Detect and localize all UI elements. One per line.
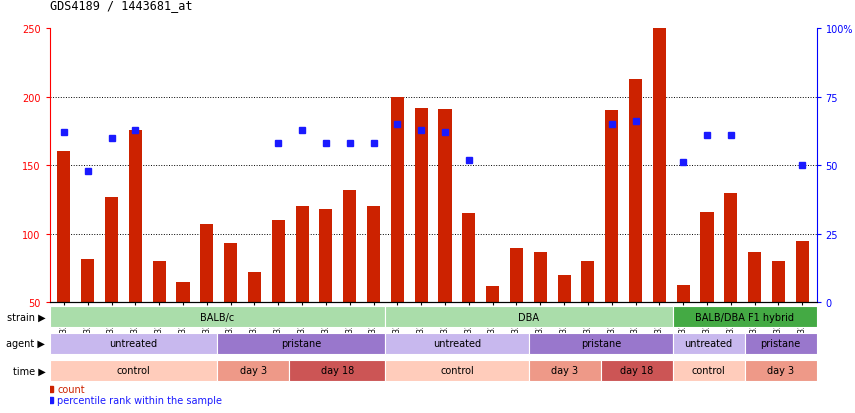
Bar xyxy=(217,333,385,354)
Text: day 3: day 3 xyxy=(767,366,794,375)
Text: untreated: untreated xyxy=(433,339,481,349)
Bar xyxy=(605,111,618,303)
Bar xyxy=(534,252,547,303)
Text: count: count xyxy=(57,384,85,394)
Bar xyxy=(224,244,237,303)
Bar xyxy=(601,360,673,381)
Text: control: control xyxy=(116,366,150,375)
Text: percentile rank within the sample: percentile rank within the sample xyxy=(57,395,222,405)
Bar xyxy=(724,193,737,303)
Text: pristane: pristane xyxy=(581,339,621,349)
Bar xyxy=(385,360,529,381)
Text: control: control xyxy=(692,366,726,375)
Bar xyxy=(510,248,523,303)
Text: BALB/DBA F1 hybrid: BALB/DBA F1 hybrid xyxy=(695,312,794,322)
Bar xyxy=(748,252,761,303)
Bar xyxy=(629,80,642,303)
Bar xyxy=(272,221,285,303)
Bar xyxy=(745,360,817,381)
Bar xyxy=(700,212,714,303)
Text: time ▶: time ▶ xyxy=(13,366,45,375)
Text: BALB/c: BALB/c xyxy=(200,312,234,322)
Text: DBA: DBA xyxy=(518,312,540,322)
Bar xyxy=(486,286,499,303)
Text: control: control xyxy=(440,366,474,375)
Bar xyxy=(529,360,601,381)
Text: untreated: untreated xyxy=(685,339,733,349)
Bar xyxy=(439,110,451,303)
Bar xyxy=(673,306,817,328)
Bar xyxy=(385,306,673,328)
Bar xyxy=(529,333,673,354)
Bar xyxy=(217,360,289,381)
Bar xyxy=(176,282,190,303)
Bar xyxy=(581,262,594,303)
Bar xyxy=(745,333,817,354)
Bar xyxy=(673,333,745,354)
Text: day 18: day 18 xyxy=(321,366,354,375)
Bar xyxy=(296,207,309,303)
Bar xyxy=(248,273,261,303)
Text: pristane: pristane xyxy=(281,339,321,349)
Bar xyxy=(105,197,118,303)
Bar xyxy=(557,275,570,303)
Bar xyxy=(129,130,142,303)
Text: GDS4189 / 1443681_at: GDS4189 / 1443681_at xyxy=(50,0,192,12)
Bar xyxy=(676,285,690,303)
Text: day 18: day 18 xyxy=(620,366,653,375)
Bar xyxy=(81,259,94,303)
Text: day 3: day 3 xyxy=(551,366,579,375)
Bar xyxy=(772,262,785,303)
Bar xyxy=(367,207,380,303)
Bar xyxy=(152,262,166,303)
Text: strain ▶: strain ▶ xyxy=(7,312,45,322)
Bar xyxy=(57,152,70,303)
Bar xyxy=(50,333,217,354)
Text: day 3: day 3 xyxy=(239,366,267,375)
Bar xyxy=(463,214,475,303)
Bar xyxy=(289,360,385,381)
Text: untreated: untreated xyxy=(109,339,157,349)
Bar xyxy=(200,225,214,303)
Bar xyxy=(391,97,404,303)
Bar xyxy=(796,241,809,303)
Bar xyxy=(652,29,666,303)
Bar xyxy=(673,360,745,381)
Bar xyxy=(50,360,217,381)
Bar xyxy=(385,333,529,354)
Bar xyxy=(415,108,428,303)
Bar xyxy=(343,190,357,303)
Bar xyxy=(319,210,333,303)
Bar xyxy=(50,306,385,328)
Text: pristane: pristane xyxy=(760,339,800,349)
Text: agent ▶: agent ▶ xyxy=(7,339,45,349)
